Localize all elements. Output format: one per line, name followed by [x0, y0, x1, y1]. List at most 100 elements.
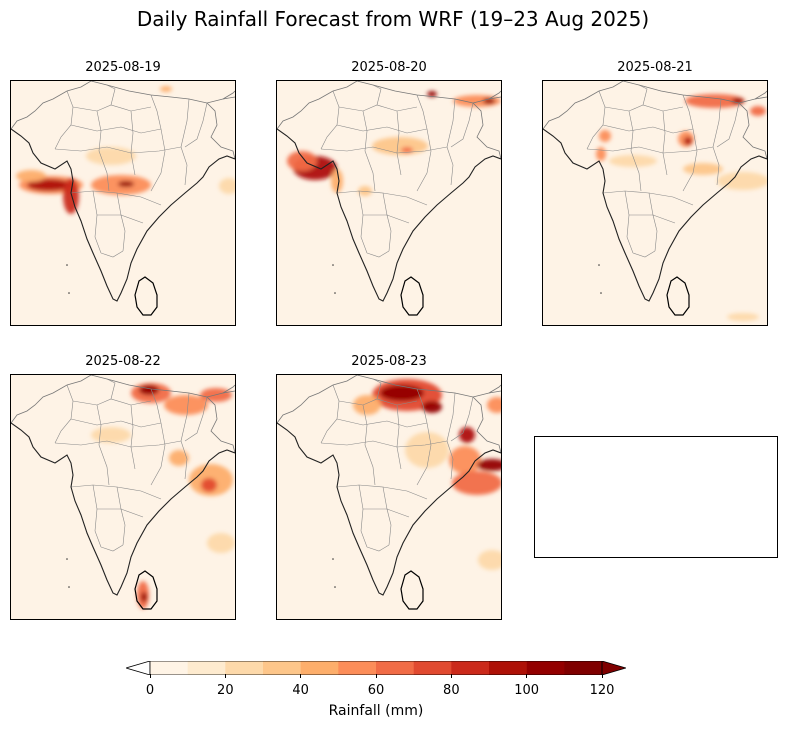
state-boundary	[336, 124, 428, 134]
colorbar-bin	[187, 661, 226, 675]
rainfall-cell	[609, 155, 657, 167]
state-boundary	[54, 90, 74, 150]
state-boundary	[72, 104, 152, 112]
state-boundary	[100, 250, 124, 258]
country-border	[222, 384, 235, 394]
colorbar-extend-max	[601, 660, 628, 676]
rainfall-cell	[596, 147, 606, 161]
country-border	[277, 81, 358, 130]
state-boundary	[70, 190, 162, 206]
state-boundary	[336, 190, 428, 206]
island	[68, 292, 70, 294]
country-border	[206, 102, 235, 160]
state-boundary	[116, 486, 126, 546]
rainfall-cell	[750, 106, 766, 116]
rainfall-cell	[86, 147, 136, 165]
coastline	[543, 128, 767, 302]
state-boundary	[638, 84, 648, 106]
island	[334, 586, 336, 588]
country-border	[472, 102, 501, 160]
country-border	[738, 102, 767, 160]
island	[332, 264, 334, 266]
rainfall-cell	[449, 446, 481, 474]
sri-lanka-outline	[666, 276, 690, 316]
rainfall-cell	[331, 169, 343, 193]
state-boundary	[97, 508, 144, 518]
rainfall-cell	[358, 186, 372, 196]
state-boundary	[70, 484, 162, 500]
country-border	[206, 396, 235, 454]
rainfall-cell	[422, 401, 442, 413]
rainfall-cell	[477, 459, 501, 471]
coastline	[11, 422, 235, 596]
rainfall-cell	[459, 427, 475, 443]
colorbar-tick	[149, 674, 151, 678]
colorbar-tick-label: 0	[145, 683, 155, 698]
state-boundary	[336, 484, 428, 500]
rainfall-map-2025-08-20	[276, 80, 502, 326]
rainfall-field	[91, 383, 235, 609]
state-boundary	[180, 392, 190, 442]
colorbar-bin	[376, 661, 414, 675]
panel-title-2025-08-22: 2025-08-22	[85, 354, 161, 369]
state-boundary	[336, 418, 428, 428]
colorbar-tick-label: 100	[514, 683, 540, 698]
rainfall-cell	[169, 450, 189, 466]
colorbar-bin	[413, 661, 452, 675]
map-canvas	[11, 375, 235, 610]
state-boundary	[716, 102, 740, 148]
state-boundary	[632, 250, 656, 258]
state-boundary	[96, 110, 110, 192]
rainfall-cell	[478, 550, 501, 570]
sri-lanka-outline	[400, 276, 424, 316]
state-boundary	[363, 214, 410, 224]
rainfall-cell	[685, 94, 745, 108]
state-boundary	[320, 440, 448, 448]
colorbar-tick-label: 40	[292, 683, 309, 698]
state-boundary	[92, 484, 102, 548]
rainfall-cell	[683, 163, 723, 175]
colorbar-tick	[375, 674, 377, 678]
map-canvas	[277, 81, 501, 316]
rainfall-cell	[401, 147, 413, 153]
panel-title-2025-08-20: 2025-08-20	[351, 60, 427, 75]
state-boundary	[446, 392, 456, 442]
rainfall-cell	[380, 385, 424, 401]
rainfall-cell	[27, 179, 71, 191]
state-boundary	[382, 486, 392, 546]
map-canvas	[11, 81, 235, 316]
state-boundary	[416, 94, 428, 130]
country-border	[356, 81, 501, 104]
rainfall-map-2025-08-22	[10, 374, 236, 620]
state-boundary	[396, 404, 402, 470]
rainfall-cell	[599, 130, 611, 142]
rainfall-cell	[16, 170, 46, 182]
state-boundary	[150, 422, 166, 486]
state-boundary	[450, 396, 474, 442]
state-boundary	[54, 146, 182, 154]
state-boundary	[416, 388, 428, 424]
state-boundary	[97, 214, 144, 224]
colorbar-bin	[489, 661, 527, 675]
state-boundary	[180, 440, 188, 480]
state-boundary	[92, 190, 102, 254]
coastline	[277, 128, 501, 302]
rainfall-cell	[287, 151, 317, 171]
state-boundary	[712, 146, 720, 186]
colorbar-bin	[300, 661, 339, 675]
state-boundary	[586, 146, 714, 154]
colorbar	[124, 660, 628, 676]
country-border	[472, 396, 501, 454]
state-boundary	[602, 124, 694, 134]
rainfall-cell	[207, 533, 235, 553]
state-boundary	[100, 544, 124, 552]
panel-title-2025-08-23: 2025-08-23	[351, 354, 427, 369]
state-boundary	[54, 440, 182, 448]
rainfall-cell	[141, 592, 147, 602]
state-boundary	[338, 104, 418, 112]
colorbar-tick	[224, 674, 226, 678]
country-border	[356, 375, 501, 398]
rainfall-cell	[118, 181, 134, 187]
country-border	[543, 81, 624, 130]
rainfall-cell	[727, 313, 759, 321]
